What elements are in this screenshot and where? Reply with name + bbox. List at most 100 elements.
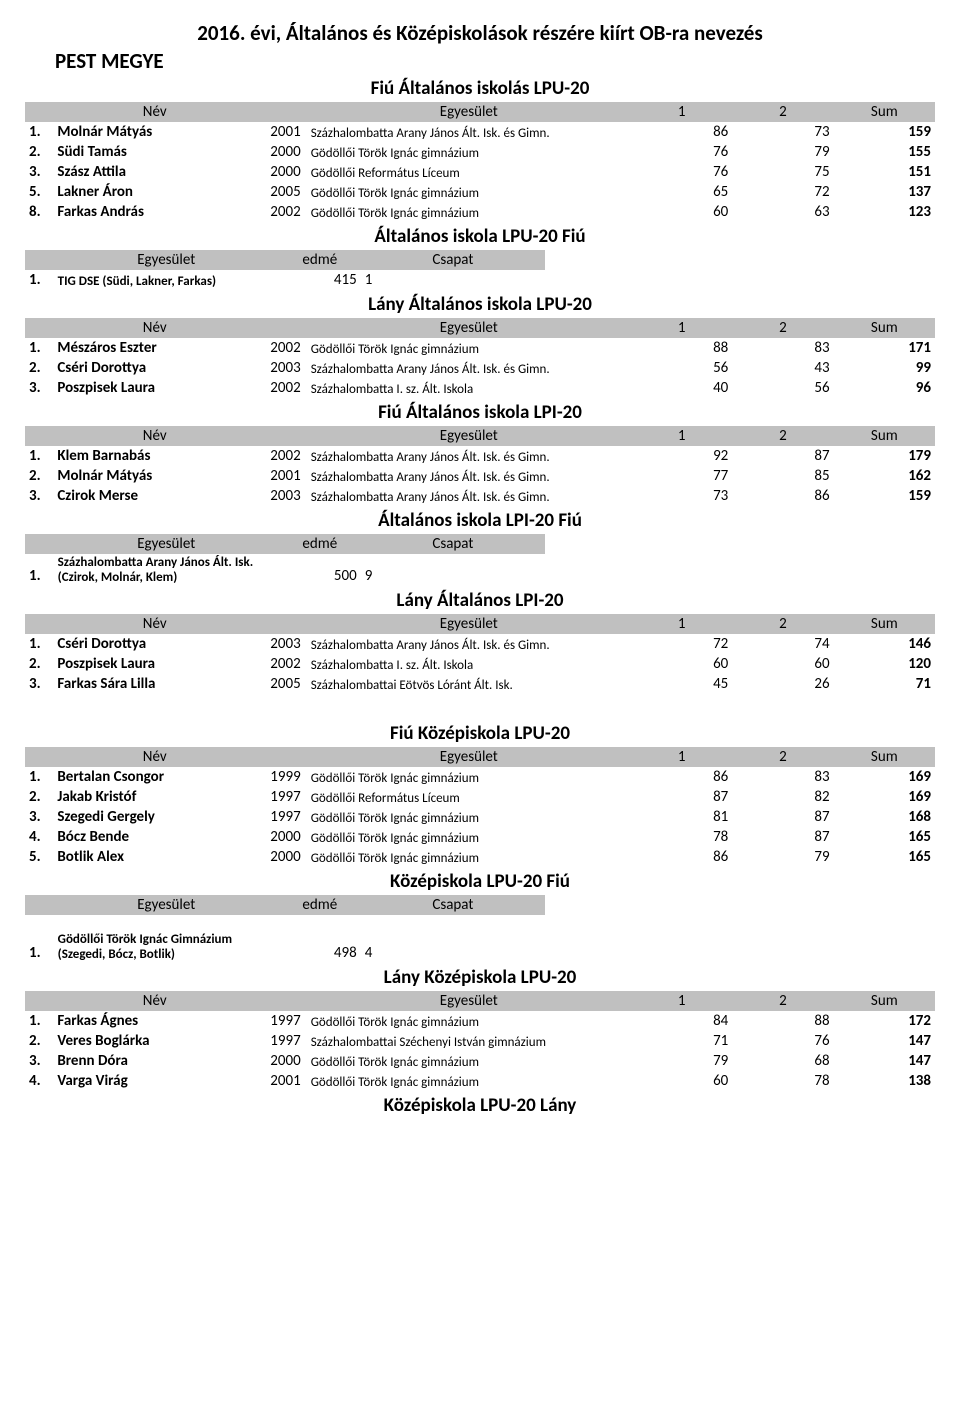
table-row: 1.TIG DSE (Südi, Lakner, Farkas)4151 <box>25 270 545 290</box>
score-1: 86 <box>631 847 732 867</box>
table-row: 1.Klem Barnabás2002Százhalombatta Arany … <box>25 446 935 466</box>
table-header: EgyesületedméCsapat <box>25 250 545 270</box>
rank: 3. <box>25 378 53 398</box>
association: Gödöllői Török Ignác gimnázium <box>307 807 631 827</box>
table-row: 4.Bócz Bende2000Gödöllői Török Ignác gim… <box>25 827 935 847</box>
sum: 159 <box>834 122 935 142</box>
score-1: 77 <box>631 466 732 486</box>
sum: 169 <box>834 787 935 807</box>
table-header: NévEgyesület12Sum <box>25 747 935 767</box>
association: Gödöllői Török Ignác gimnázium <box>307 182 631 202</box>
page-title-1: 2016. évi, Általános és Középiskolások r… <box>25 20 935 46</box>
section-title: Lány Általános LPI-20 <box>25 589 935 612</box>
table-header: EgyesületedméCsapat <box>25 895 545 915</box>
team-table: EgyesületedméCsapat 1.Százhalombatta Ara… <box>25 534 545 586</box>
rank: 3. <box>25 807 53 827</box>
name: Molnár Mátyás <box>53 466 256 486</box>
table-row: 3.Szász Attila2000Gödöllői Református Lí… <box>25 162 935 182</box>
score-2: 79 <box>732 142 833 162</box>
header-1: 1 <box>631 614 732 634</box>
score-2: 85 <box>732 466 833 486</box>
table-header: NévEgyesület12Sum <box>25 318 935 338</box>
rank: 1. <box>25 1011 53 1031</box>
score-2: 83 <box>732 767 833 787</box>
sum: 96 <box>834 378 935 398</box>
results-table: NévEgyesület12Sum 1.Farkas Ágnes1997Gödö… <box>25 991 935 1091</box>
header-nev: Név <box>53 102 256 122</box>
rank: 3. <box>25 486 53 506</box>
association: Gödöllői Török Ignác gimnázium <box>307 338 631 358</box>
name: Farkas Sára Lilla <box>53 674 256 694</box>
year: 2000 <box>256 1051 307 1071</box>
header-2: 2 <box>732 318 833 338</box>
header-2: 2 <box>732 102 833 122</box>
header-nev: Név <box>53 426 256 446</box>
table-row: 2.Südi Tamás2000Gödöllői Török Ignác gim… <box>25 142 935 162</box>
name: Cséri Dorottya <box>53 358 256 378</box>
sum: 147 <box>834 1051 935 1071</box>
score-2: 63 <box>732 202 833 222</box>
year: 2005 <box>256 674 307 694</box>
name: Varga Virág <box>53 1071 256 1091</box>
name: Farkas András <box>53 202 256 222</box>
year: 2005 <box>256 182 307 202</box>
table-row: 2.Cséri Dorottya2003Százhalombatta Arany… <box>25 358 935 378</box>
section-title: Általános iskola LPU-20 Fiú <box>25 225 935 248</box>
table-row: 2.Molnár Mátyás2001Százhalombatta Arany … <box>25 466 935 486</box>
score-2: 78 <box>732 1071 833 1091</box>
score-1: 86 <box>631 122 732 142</box>
sum: 169 <box>834 767 935 787</box>
association: Százhalombatta Arany János Ált. Isk. és … <box>307 358 631 378</box>
header-egyesulet: Egyesület <box>307 426 631 446</box>
page-title-2: PEST MEGYE <box>55 48 935 74</box>
score-1: 56 <box>631 358 732 378</box>
score-1: 86 <box>631 767 732 787</box>
header-egyesulet: Egyesület <box>307 991 631 1011</box>
rank: 1. <box>25 634 53 654</box>
table-row: 1.Mészáros Eszter2002Gödöllői Török Igná… <box>25 338 935 358</box>
year: 1997 <box>256 1031 307 1051</box>
year: 2002 <box>256 338 307 358</box>
association: Százhalombattai Eötvös Lóránt Ált. Isk. <box>307 674 631 694</box>
rank: 2. <box>25 358 53 378</box>
header-1: 1 <box>631 318 732 338</box>
year: 2003 <box>256 634 307 654</box>
score-1: 71 <box>631 1031 732 1051</box>
header-sum: Sum <box>834 102 935 122</box>
section-title: Fiú Általános iskola LPI-20 <box>25 401 935 424</box>
name: Szegedi Gergely <box>53 807 256 827</box>
header-eredmeny: edmé <box>279 534 361 554</box>
score-1: 76 <box>631 142 732 162</box>
header-1: 1 <box>631 991 732 1011</box>
year: 1999 <box>256 767 307 787</box>
header-csapat: Csapat <box>361 534 545 554</box>
header-egyesulet: Egyesület <box>54 895 279 915</box>
association: Százhalombatta Arany János Ált. Isk. és … <box>307 486 631 506</box>
score-2: 68 <box>732 1051 833 1071</box>
header-csapat: Csapat <box>361 895 545 915</box>
header-1: 1 <box>631 426 732 446</box>
sum: 172 <box>834 1011 935 1031</box>
table-row: 1.Farkas Ágnes1997Gödöllői Török Ignác g… <box>25 1011 935 1031</box>
section-title: Lány Általános iskola LPU-20 <box>25 293 935 316</box>
section-title: Középiskola LPU-20 Fiú <box>25 870 935 893</box>
header-sum: Sum <box>834 991 935 1011</box>
year: 2002 <box>256 654 307 674</box>
rank: 1. <box>25 554 54 586</box>
name: Molnár Mátyás <box>53 122 256 142</box>
rank: 1. <box>25 446 53 466</box>
header-2: 2 <box>732 614 833 634</box>
team-name: Gödöllői Török Ignác Gimnázium (Szegedi,… <box>54 931 279 963</box>
name: Cséri Dorottya <box>53 634 256 654</box>
rank: 2. <box>25 1031 53 1051</box>
header-egyesulet: Egyesület <box>54 534 279 554</box>
year: 1997 <box>256 807 307 827</box>
team-name: TIG DSE (Südi, Lakner, Farkas) <box>54 270 279 290</box>
year: 2000 <box>256 142 307 162</box>
rank: 5. <box>25 182 53 202</box>
year: 2001 <box>256 122 307 142</box>
header-csapat: Csapat <box>361 250 545 270</box>
year: 1997 <box>256 1011 307 1031</box>
name: Czirok Merse <box>53 486 256 506</box>
association: Százhalombattai Széchenyi István gimnázi… <box>307 1031 631 1051</box>
